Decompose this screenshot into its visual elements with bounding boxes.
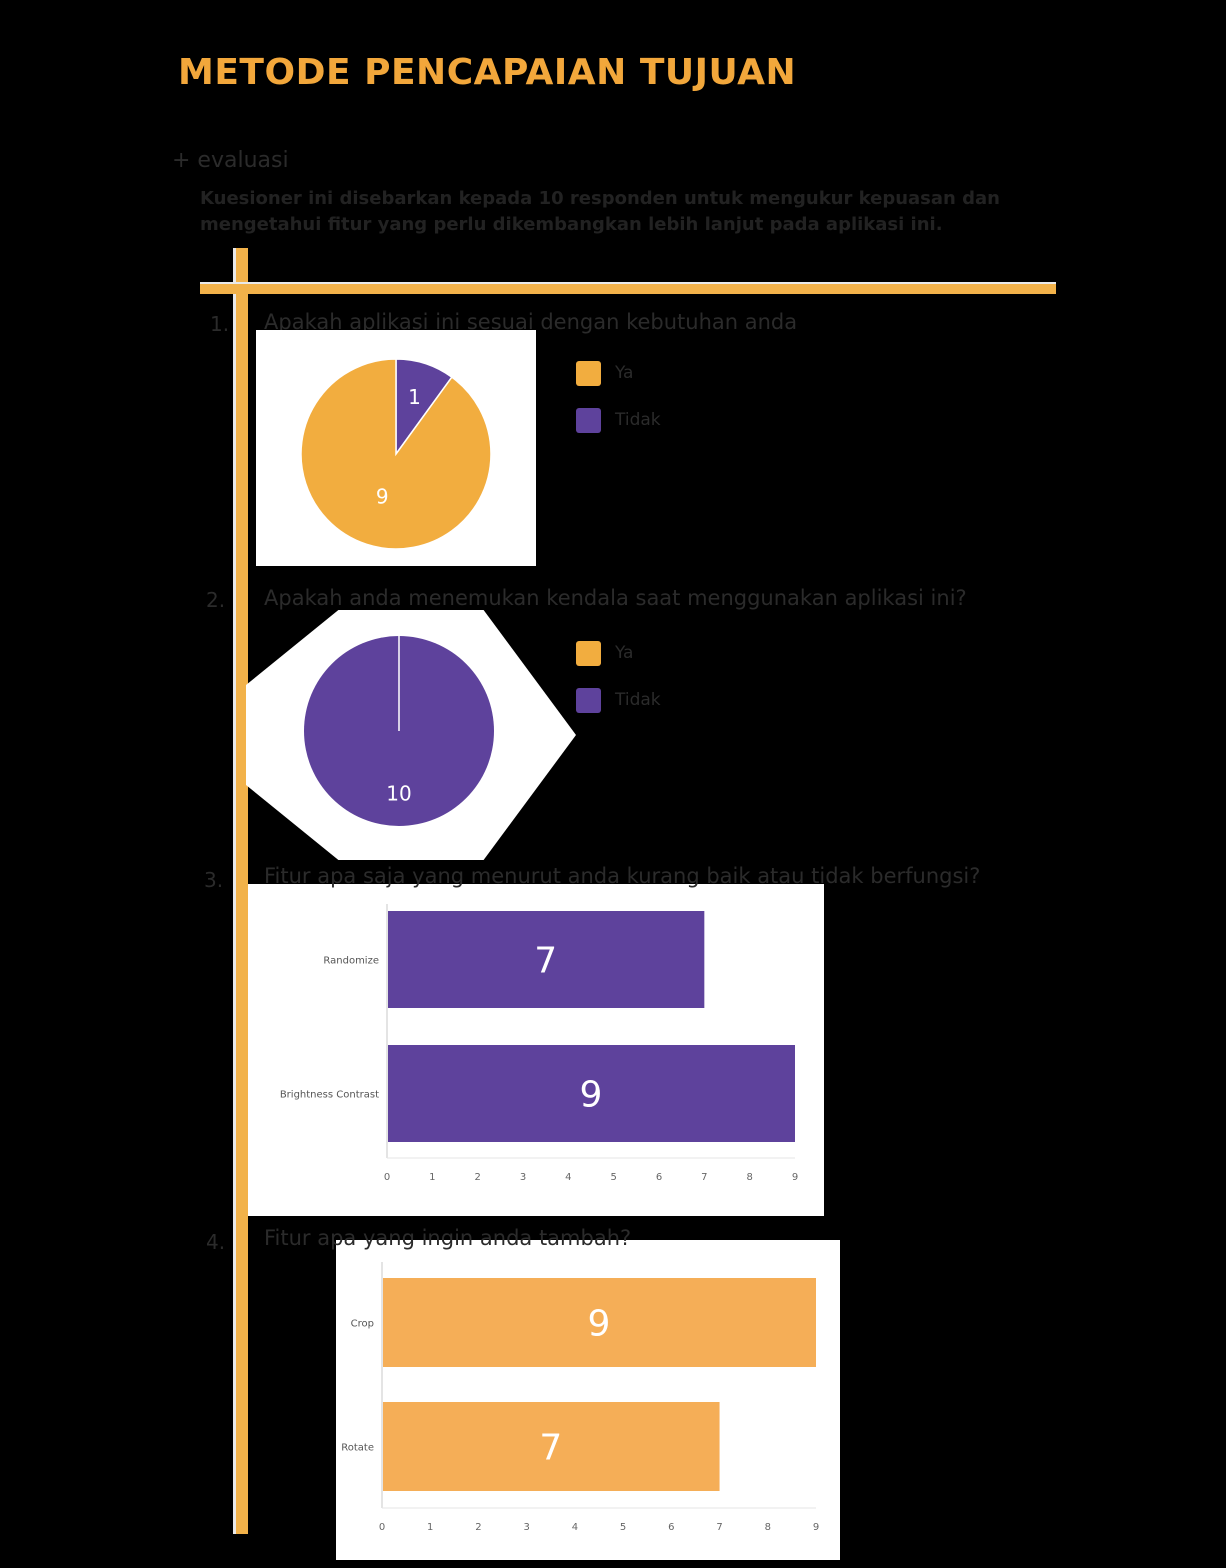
question-number: 3. — [204, 868, 224, 892]
legend-item: Ya — [576, 640, 661, 666]
legend-item: Ya — [576, 360, 661, 386]
x-tick-label: 8 — [746, 1172, 752, 1183]
page-title: METODE PENCAPAIAN TUJUAN — [178, 52, 797, 93]
chart-panel: 0 1 2 3 4 5 6 7 8 9 Randomize 7 Brightness Contrast 9 — [248, 884, 824, 1216]
x-tick-label: 7 — [716, 1522, 722, 1533]
x-tick-label: 9 — [813, 1522, 819, 1533]
pie-slice — [300, 358, 492, 550]
x-tick-label: 5 — [610, 1172, 616, 1183]
y-category-label: Brightness Contrast — [280, 1090, 379, 1101]
question-number: 4. — [206, 1230, 226, 1254]
section-label: + evaluasi — [172, 148, 289, 173]
legend-swatch — [576, 640, 601, 666]
question-text: Fitur apa yang ingin anda tambah? — [264, 1226, 632, 1250]
chart-legend: Ya Tidak — [576, 360, 661, 454]
question-text: Fitur apa saja yang menurut anda kurang … — [264, 864, 981, 888]
x-tick-label: 1 — [429, 1172, 435, 1183]
x-tick-label: 8 — [765, 1522, 771, 1533]
bar — [383, 1402, 720, 1491]
pie-chart: 19 — [300, 358, 492, 550]
x-tick-label: 1 — [427, 1522, 433, 1533]
legend-label: Tidak — [615, 410, 661, 430]
question-number: 1. — [210, 312, 230, 336]
x-tick-label: 2 — [475, 1522, 481, 1533]
legend-swatch — [576, 687, 601, 713]
y-category-label: Crop — [351, 1319, 374, 1330]
question-text: Apakah anda menemukan kendala saat mengg… — [264, 586, 967, 610]
x-tick-label: 0 — [379, 1522, 385, 1533]
intro-text: Kuesioner ini disebarkan kepada 10 respo… — [200, 188, 1000, 235]
pie-value-label: 9 — [376, 484, 389, 508]
bar-value-label: 7 — [539, 1428, 562, 1469]
chart-panel: 10 — [246, 610, 576, 860]
bar — [383, 1278, 816, 1367]
legend-item: Tidak — [576, 687, 661, 713]
x-tick-label: 0 — [384, 1172, 390, 1183]
pie-value-label: 10 — [386, 782, 411, 806]
timeline-horizontal-line — [200, 282, 1056, 294]
x-tick-label: 6 — [656, 1172, 662, 1183]
legend-item: Tidak — [576, 407, 661, 433]
legend-label: Tidak — [615, 690, 661, 710]
question-number: 2. — [206, 588, 226, 612]
pie-value-label: 1 — [408, 385, 421, 409]
timeline-vertical-line — [233, 248, 248, 1534]
x-tick-label: 6 — [668, 1522, 674, 1533]
legend-label: Ya — [615, 363, 634, 383]
x-tick-label: 4 — [572, 1522, 578, 1533]
x-tick-label: 5 — [620, 1522, 626, 1533]
legend-swatch — [576, 407, 601, 433]
legend-label: Ya — [615, 643, 634, 663]
y-category-label: Rotate — [341, 1443, 374, 1454]
bar-chart: 0 1 2 3 4 5 6 7 8 9 Randomize 7 Brightness Contrast 9 — [280, 904, 798, 1183]
x-tick-label: 9 — [792, 1172, 798, 1183]
x-tick-label: 3 — [523, 1522, 529, 1533]
x-tick-label: 2 — [474, 1172, 480, 1183]
x-tick-label: 4 — [565, 1172, 571, 1183]
legend-swatch — [576, 360, 601, 386]
bar-value-label: 9 — [588, 1304, 611, 1345]
bar — [388, 1045, 795, 1142]
bar-value-label: 7 — [534, 941, 557, 982]
bar-chart: 0 1 2 3 4 5 6 7 8 9 Crop 9 Rotate 7 — [341, 1262, 819, 1533]
bar — [388, 911, 705, 1008]
bar-value-label: 9 — [580, 1075, 603, 1116]
chart-legend: Ya Tidak — [576, 640, 661, 734]
pie-chart: 10 — [304, 636, 494, 826]
x-tick-label: 7 — [701, 1172, 707, 1183]
y-category-label: Randomize — [323, 956, 379, 967]
chart-panel: 0 1 2 3 4 5 6 7 8 9 Crop 9 Rotate 7 — [336, 1240, 840, 1560]
x-tick-label: 3 — [520, 1172, 526, 1183]
